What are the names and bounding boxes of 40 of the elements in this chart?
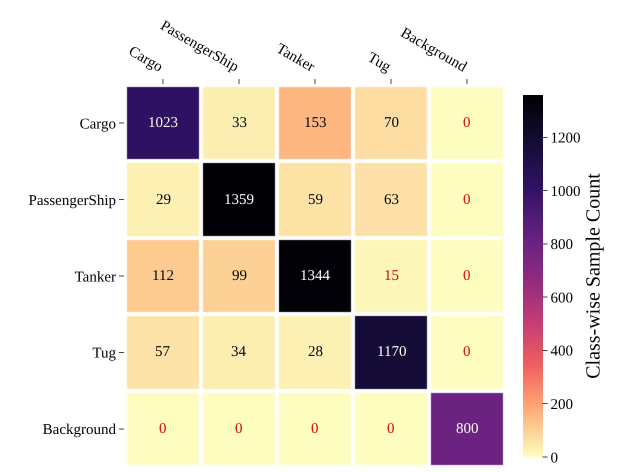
data-label: 0	[311, 421, 318, 437]
data-label: 1359	[224, 192, 254, 208]
x-tick-label: Tug	[364, 50, 394, 76]
data-label: 28	[308, 344, 323, 360]
data-label: 0	[159, 421, 166, 437]
color-bar-label: 1200	[550, 130, 580, 147]
data-label: 70	[384, 115, 399, 131]
y-tick-label: Tanker	[74, 269, 116, 286]
color-bar-label: 200	[550, 396, 573, 413]
color-bar-label: 400	[550, 344, 573, 360]
data-label: 0	[463, 115, 470, 131]
color-bar-label: 0	[550, 450, 558, 466]
y-tick-label: Tug	[92, 346, 116, 362]
x-tick-label: Cargo	[126, 43, 166, 76]
y-tick-label: Cargo	[80, 116, 116, 132]
data-label: 33	[232, 115, 247, 131]
data-label: 34	[231, 344, 246, 360]
data-label: 0	[387, 421, 394, 437]
data-label: 0	[463, 268, 470, 284]
data-label: 0	[463, 192, 470, 208]
data-label: 59	[308, 192, 323, 208]
data-label: 153	[304, 115, 326, 131]
color-bar-label: 800	[550, 237, 573, 254]
data-label: 57	[155, 344, 170, 360]
y-tick-label: PassengerShip	[28, 192, 116, 209]
color-bar-label: 1000	[550, 184, 580, 200]
data-label: 99	[232, 268, 247, 284]
data-label: 0	[463, 344, 470, 360]
data-label: 1023	[148, 115, 178, 131]
data-label: 0	[235, 421, 242, 437]
data-label: 63	[384, 192, 399, 208]
color-bar-title: Class-wise Sample Count	[582, 172, 604, 379]
data-label: 112	[152, 268, 174, 284]
y-tick-label: Background	[42, 422, 116, 438]
data-label: 800	[456, 421, 478, 437]
data-label: 1170	[377, 344, 406, 360]
color-bar-label: 600	[550, 290, 573, 306]
data-label: 1344	[300, 268, 330, 284]
data-label: 15	[384, 268, 399, 284]
data-label: 29	[156, 192, 171, 208]
